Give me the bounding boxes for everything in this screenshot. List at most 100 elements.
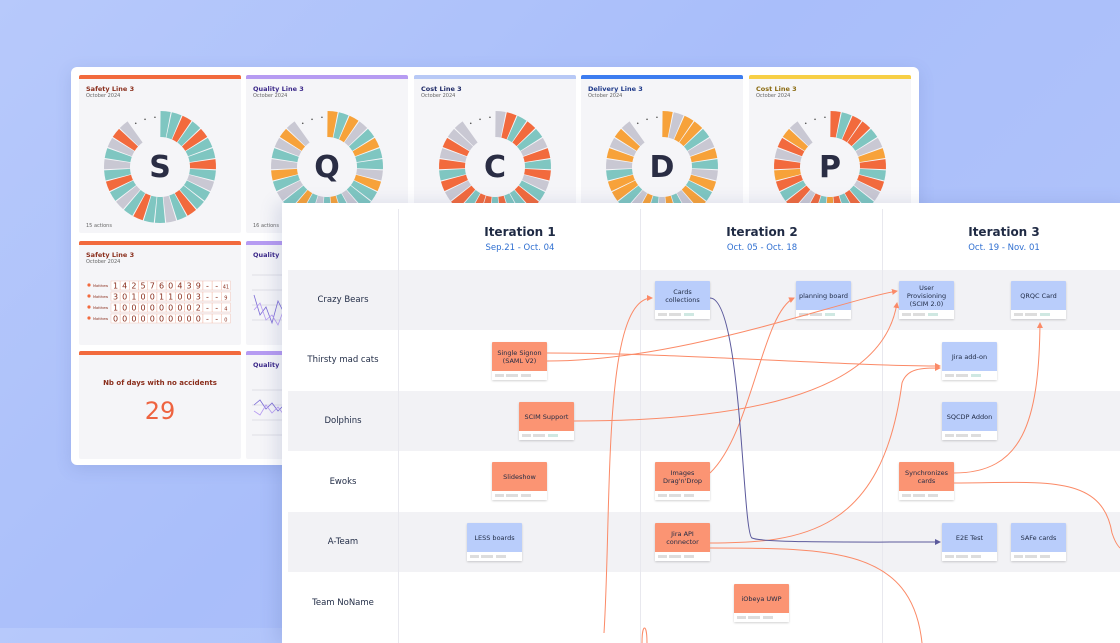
card-subtitle: October 2024 [253,93,288,99]
donut-segment [166,112,182,140]
table-digit: 9 [224,296,227,302]
team-label: Crazy Bears [317,295,369,305]
safety-table-card[interactable]: Safety Line 3 October 2024 Matthew 1 4 2 5 7 6… [79,241,241,345]
iteration-header-3: Iteration 3 Oct. 19 - Nov. 01 [884,225,1120,253]
donut-segment [183,180,211,201]
feature-card[interactable]: E2E Test [942,523,997,561]
dependency-arrow [603,295,653,634]
feature-card-text: SCIM Support [524,413,569,421]
donut-tick [636,122,639,125]
table-digit: 0 [122,304,127,313]
card-subtitle: October 2024 [756,93,791,99]
table-digit: 0 [187,293,192,302]
feature-card[interactable]: Jira add-on [942,342,997,380]
feature-card[interactable]: SCIM Support [519,402,574,440]
feature-card[interactable]: planning board [796,281,851,319]
donut-letter: C [484,150,506,185]
donut-segment [104,168,131,181]
donut-segment [674,115,694,143]
donut-segment [272,174,300,192]
card-footer [655,552,710,561]
donut-segment [179,185,204,210]
table-digit: 4 [122,282,127,291]
feature-card[interactable]: Cards collections [655,281,710,319]
table-digit: 1 [159,293,164,302]
feature-card[interactable]: QRQC Card [1011,281,1066,319]
column-divider [640,209,641,643]
row-label: Matthew [93,317,108,321]
donut-segment [691,159,718,170]
table-digit: - [215,304,218,313]
card-title: Safety Line 3 [86,251,135,259]
table-digit: 0 [141,315,146,324]
table-digit: 0 [177,293,182,302]
iteration-name: Iteration 2 [726,225,798,239]
feature-card[interactable]: Jira API connector [655,523,710,561]
actions-count[interactable]: 16 actions [253,223,279,229]
team-label: Thirsty mad cats [307,355,379,365]
donut-segment [355,148,383,163]
donut-tick [469,122,472,125]
donut-segment [189,159,216,170]
card-footer [655,310,710,319]
team-row: Ewoks [288,452,1120,512]
feature-card[interactable]: iObeya UWP [734,584,789,622]
table-digit: 3 [113,293,118,302]
donut-segment [286,121,310,147]
feature-card-text: Single Signon (SAML V2) [497,349,542,365]
feature-card[interactable]: SAFe cards [1011,523,1066,561]
card-subtitle: October 2024 [421,93,456,99]
table-cell [221,291,231,302]
table-digit: 0 [141,304,146,313]
dependency-arrows [546,288,1120,643]
team-label: Dolphins [324,416,362,426]
table-cell [175,313,185,324]
table-digit: - [206,304,209,313]
donut-segment [662,111,673,138]
card-footer [655,491,710,500]
table-digit: 0 [177,315,182,324]
iteration-dates: Oct. 05 - Oct. 18 [726,243,798,253]
donut-segment [177,121,201,147]
donut-segment [189,168,216,181]
team-label: Ewoks [329,477,357,487]
kpi-card-safety[interactable]: Safety Line 3 October 2024 S 15 actions [79,75,241,233]
feature-card[interactable]: Synchronizes cards [899,462,954,500]
table-digit: 0 [150,304,155,313]
feature-card[interactable]: LESS boards [467,523,522,561]
table-cell [184,302,194,313]
donut-segment [109,180,137,201]
donut-segment [518,180,546,201]
donut-segment [439,148,467,163]
donut-segment [104,148,132,163]
donut-tick [656,116,658,119]
card-accent-bar [79,351,241,355]
donut-segment [621,121,645,147]
feature-card[interactable]: Single Signon (SAML V2) [492,342,547,380]
card-title: Cost Line 3 [421,85,462,93]
donut-segment [606,159,633,170]
card-accent-bar [581,75,743,79]
donut-tick [154,116,156,119]
actions-count[interactable]: 15 actions [86,223,112,229]
table-digit: 6 [159,282,164,291]
iteration-header-2: Iteration 2 Oct. 05 - Oct. 18 [642,225,882,253]
feature-card[interactable]: Slideshow [492,462,547,500]
feature-card-text: E2E Test [955,534,984,542]
table-digit: 0 [150,293,155,302]
table-cell [120,291,130,302]
no-accidents-card[interactable]: Nb of days with no accidents 29 [79,351,241,459]
table-cell [110,291,121,302]
table-digit: 1 [113,282,118,291]
table-digit: 0 [122,315,127,324]
feature-card-text: SAFe cards [1020,534,1057,542]
table-digit: 0 [168,282,173,291]
program-board[interactable]: Iteration 1 Sep.21 - Oct. 04 Iteration 2… [282,203,1120,643]
feature-card-text: Jira API connector [666,530,699,546]
feature-card[interactable]: SQCDP Addon [942,402,997,440]
feature-card[interactable]: Images Drag'n'Drop [655,462,710,500]
table-cell [120,280,130,291]
feature-card[interactable]: User Provisioning (SCIM 2.0) [899,281,954,319]
card-title: Quality Li [253,251,288,259]
